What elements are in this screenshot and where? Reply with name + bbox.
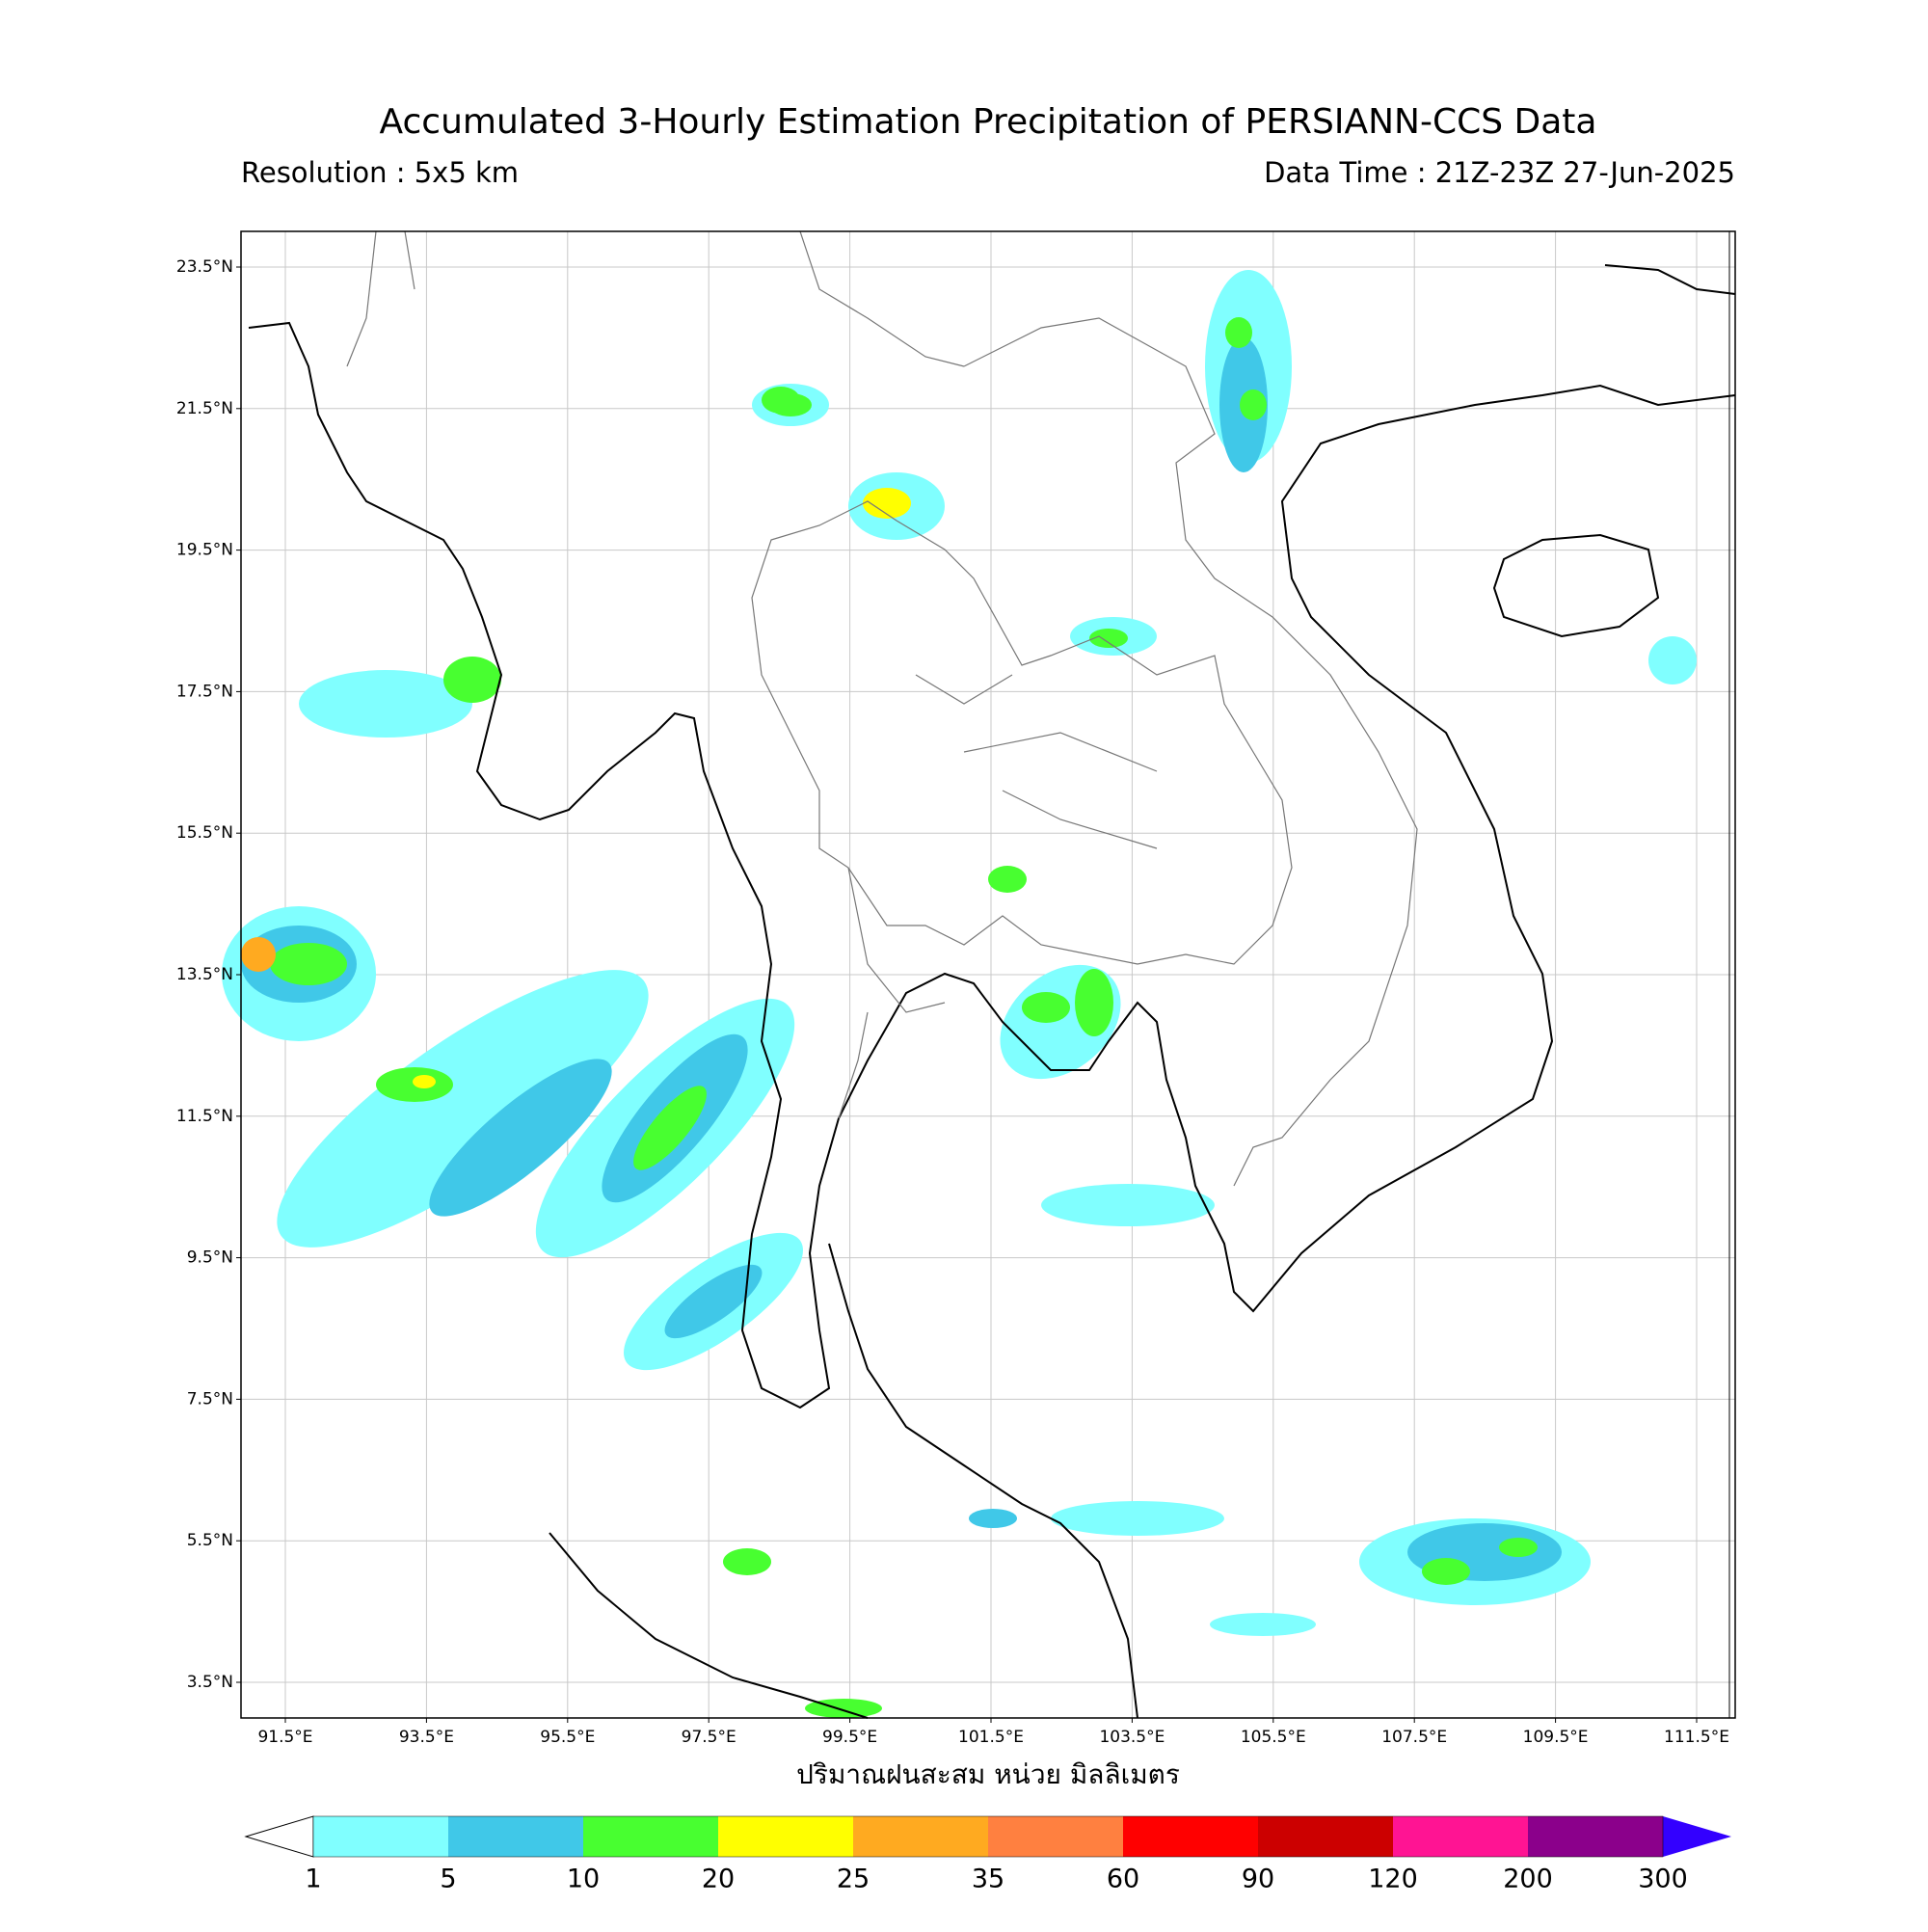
colorbar: 1 5 10 20 25 35 60 90 120 200 300: [244, 1815, 1731, 1894]
y-tick-label: 19.5°N: [176, 541, 233, 560]
x-tick-label: 109.5°E: [1523, 1728, 1589, 1747]
y-tick-label: 9.5°N: [187, 1248, 233, 1268]
y-tick-label: 11.5°N: [176, 1107, 233, 1126]
x-tick-label: 99.5°E: [822, 1728, 877, 1747]
colorbar-over: [1663, 1816, 1731, 1857]
resolution: Resolution : 5x5 km: [241, 156, 519, 189]
colorbar-label: 90: [1242, 1865, 1274, 1894]
colorbar-under: [244, 1815, 314, 1858]
y-tick-label: 15.5°N: [176, 823, 233, 843]
colorbar-label: 35: [972, 1865, 1004, 1894]
colorbar-label: 10: [567, 1865, 600, 1894]
y-tick-label: 3.5°N: [187, 1673, 233, 1692]
x-tick-label: 105.5°E: [1241, 1728, 1306, 1747]
colorbar-swatch: [718, 1816, 853, 1857]
data-time: Data Time : 21Z-23Z 27-Jun-2025: [1264, 156, 1735, 189]
admin-borders: [346, 230, 1418, 1187]
x-tick-label: 97.5°E: [682, 1728, 736, 1747]
colorbar-swatch: [853, 1816, 988, 1857]
y-tick-label: 23.5°N: [176, 257, 233, 277]
x-tick-label: 95.5°E: [540, 1728, 595, 1747]
y-tick-label: 17.5°N: [176, 682, 233, 701]
x-tick-label: 93.5°E: [399, 1728, 454, 1747]
coastlines: [248, 264, 1736, 1719]
colorbar-swatch: [448, 1816, 583, 1857]
colorbar-swatch: [583, 1816, 718, 1857]
colorbar-swatch: [1258, 1816, 1393, 1857]
y-tick-label: 5.5°N: [187, 1531, 233, 1550]
precipitation: [222, 270, 1697, 1718]
colorbar-swatch: [1393, 1816, 1528, 1857]
colorbar-label: 200: [1503, 1865, 1553, 1894]
x-tick-label: 91.5°E: [257, 1728, 312, 1747]
colorbar-swatch: [313, 1816, 448, 1857]
y-tick-label: 7.5°N: [187, 1389, 233, 1409]
colorbar-label: 20: [702, 1865, 735, 1894]
colorbar-label: 300: [1638, 1865, 1688, 1894]
title: Accumulated 3-Hourly Estimation Precipit…: [380, 102, 1597, 142]
x-tick-label: 101.5°E: [958, 1728, 1024, 1747]
y-tick-label: 13.5°N: [176, 965, 233, 984]
colorbar-label: 120: [1368, 1865, 1418, 1894]
colorbar-frame: [312, 1815, 1664, 1858]
map-area: [222, 230, 1736, 1719]
x-tick-label: 111.5°E: [1664, 1728, 1729, 1747]
colorbar-label: 60: [1107, 1865, 1139, 1894]
colorbar-label: 25: [837, 1865, 870, 1894]
x-axis-label: ปริมาณฝนสะสม หน่วย มิลลิเมตร: [796, 1758, 1180, 1790]
x-tick-label: 103.5°E: [1099, 1728, 1165, 1747]
colorbar-swatch: [1123, 1816, 1258, 1857]
ticks: 23.5°N 21.5°N 19.5°N 17.5°N 15.5°N 13.5°N 11.5…: [176, 257, 1729, 1747]
y-tick-label: 21.5°N: [176, 399, 233, 418]
grid: [241, 231, 1735, 1718]
colorbar-label: 5: [440, 1865, 456, 1894]
x-tick-label: 107.5°E: [1381, 1728, 1447, 1747]
colorbar-swatch: [1528, 1816, 1663, 1857]
colorbar-label: 1: [305, 1865, 321, 1894]
colorbar-swatch: [988, 1816, 1123, 1857]
